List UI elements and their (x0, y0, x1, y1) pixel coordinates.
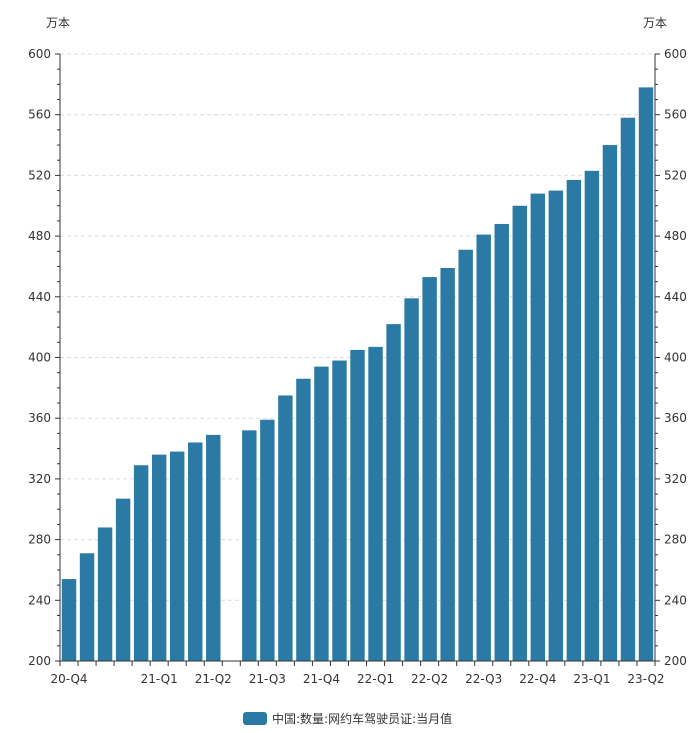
y-tick-label-left: 400 (28, 351, 51, 365)
bar[interactable] (133, 465, 149, 661)
bar[interactable] (151, 454, 167, 661)
bar[interactable] (638, 87, 654, 661)
y-tick-label-left: 360 (28, 411, 51, 425)
legend-label[interactable]: 中国:数量:网约车驾驶员证:当月值 (272, 711, 452, 726)
bar[interactable] (530, 193, 546, 662)
y-tick-label-left: 200 (28, 654, 51, 668)
y-tick-label-right: 520 (664, 168, 687, 182)
x-tick-label: 22-Q4 (519, 672, 556, 686)
bar[interactable] (566, 179, 582, 661)
y-axis-right-unit: 万本 (643, 16, 667, 30)
bar[interactable] (242, 430, 257, 661)
x-tick-label: 23-Q2 (627, 672, 664, 686)
y-tick-label-right: 480 (664, 229, 687, 243)
bar[interactable] (206, 434, 221, 661)
axes-layer: 200 200 240 240 280 280 320 320 360 360 400 400 440 4… (28, 47, 687, 686)
y-tick-label-left: 320 (28, 472, 51, 486)
bar[interactable] (458, 249, 473, 661)
y-tick-label-right: 240 (664, 593, 687, 607)
legend-swatch[interactable] (243, 712, 267, 725)
bar[interactable] (79, 553, 95, 661)
bar[interactable] (332, 360, 347, 661)
bar[interactable] (386, 324, 401, 661)
bar[interactable] (278, 395, 293, 661)
bars-layer (61, 87, 654, 662)
bar[interactable] (476, 234, 491, 661)
bar[interactable] (188, 442, 203, 661)
y-tick-label-right: 400 (664, 351, 687, 365)
bar[interactable] (350, 349, 365, 661)
x-tick-label: 22-Q2 (411, 672, 448, 686)
bar[interactable] (260, 419, 275, 661)
y-tick-label-left: 600 (28, 47, 51, 61)
y-tick-label-left: 520 (28, 168, 51, 182)
bar[interactable] (115, 498, 131, 661)
legend[interactable]: 中国:数量:网约车驾驶员证:当月值 (243, 711, 452, 726)
x-tick-label: 22-Q1 (357, 672, 394, 686)
bar[interactable] (602, 145, 618, 662)
bar[interactable] (314, 366, 329, 661)
bar[interactable] (494, 223, 509, 661)
bar[interactable] (620, 117, 636, 662)
y-tick-label-right: 320 (664, 472, 687, 486)
bar[interactable] (296, 378, 311, 661)
bar[interactable] (61, 579, 77, 661)
bar[interactable] (169, 451, 185, 661)
bar[interactable] (368, 346, 383, 661)
x-tick-label: 21-Q2 (195, 672, 232, 686)
x-tick-label: 21-Q3 (249, 672, 286, 686)
x-tick-label: 21-Q1 (141, 672, 178, 686)
y-tick-label-right: 280 (664, 533, 687, 547)
y-tick-label-left: 240 (28, 593, 51, 607)
bar[interactable] (97, 527, 113, 661)
y-tick-label-left: 440 (28, 290, 51, 304)
bar[interactable] (422, 277, 437, 661)
bar[interactable] (512, 205, 527, 661)
y-tick-label-right: 560 (664, 108, 687, 122)
x-tick-label: 23-Q1 (573, 672, 610, 686)
bar[interactable] (440, 267, 455, 661)
y-tick-label-left: 480 (28, 229, 51, 243)
bar[interactable] (404, 298, 419, 661)
y-tick-label-left: 280 (28, 533, 51, 547)
y-tick-label-right: 360 (664, 411, 687, 425)
y-tick-label-right: 600 (664, 47, 687, 61)
y-axis-left-unit: 万本 (46, 16, 70, 30)
bar[interactable] (584, 170, 600, 661)
x-tick-label: 20-Q4 (50, 672, 87, 686)
bar[interactable] (548, 190, 564, 661)
x-tick-label: 22-Q3 (465, 672, 502, 686)
y-tick-label-right: 200 (664, 654, 687, 668)
y-tick-label-left: 560 (28, 108, 51, 122)
x-tick-label: 21-Q4 (303, 672, 340, 686)
y-tick-label-right: 440 (664, 290, 687, 304)
